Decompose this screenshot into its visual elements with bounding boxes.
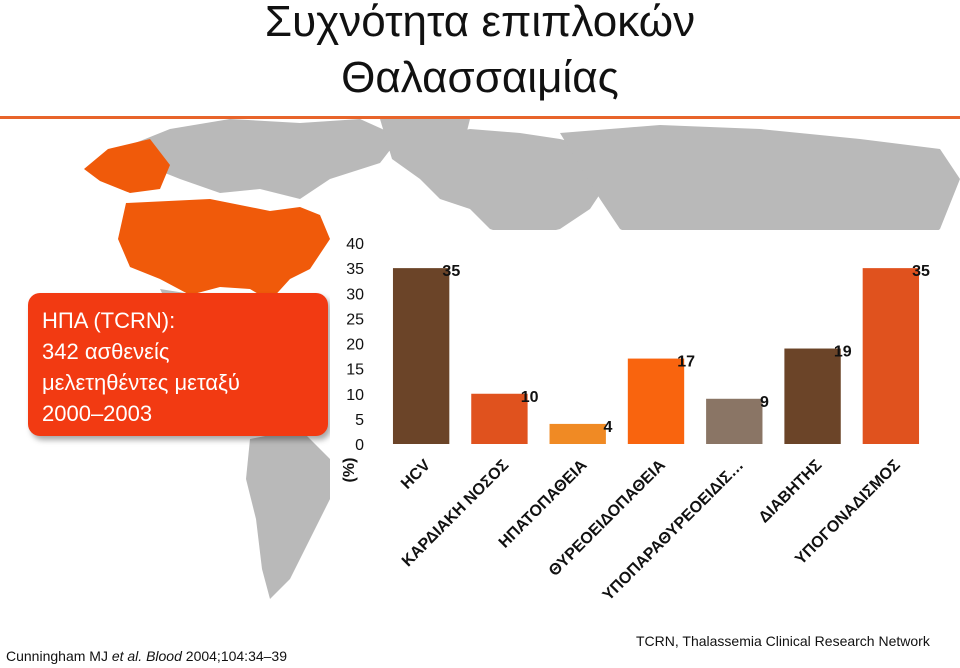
data-label: 35 xyxy=(912,263,930,280)
europe-shape xyxy=(420,129,610,239)
callout-line-4: 2000–2003 xyxy=(42,401,153,426)
callout-line-1: ΗΠΑ (TCRN): xyxy=(42,308,176,333)
data-label: 19 xyxy=(834,344,852,361)
y-tick-label: 20 xyxy=(346,337,364,354)
bar-5 xyxy=(706,398,763,444)
y-tick-label: 40 xyxy=(346,236,364,253)
bar-1 xyxy=(392,268,450,444)
y-axis-label: (%) xyxy=(341,458,358,483)
callout-line-2: 342 ασθενείς xyxy=(42,339,170,364)
bar-6 xyxy=(784,348,841,444)
y-tick-label: 30 xyxy=(346,286,364,303)
alaska-shape xyxy=(84,139,170,193)
source-note: TCRN, Thalassemia Clinical Research Netw… xyxy=(636,633,930,649)
data-label: 10 xyxy=(521,389,539,406)
bar-3 xyxy=(549,423,606,444)
bar-2 xyxy=(471,393,528,444)
data-label: 17 xyxy=(677,354,695,371)
usa-study-callout: ΗΠΑ (TCRN): 342 ασθενείς μελετηθέντες με… xyxy=(28,293,328,436)
south-america-shape xyxy=(246,429,330,599)
category-label: ΔΙΑΒΗΤΗΣ xyxy=(756,457,826,527)
y-tick-label: 5 xyxy=(355,412,364,429)
y-tick-label: 35 xyxy=(346,261,364,278)
citation-volume: 2004;104:34–39 xyxy=(181,648,287,664)
citation-journal: et al. Blood xyxy=(111,648,182,664)
citation: Cunningham MJ et al. Blood 2004;104:34–3… xyxy=(6,648,287,664)
title-line-1: Συχνότητα επιπλοκών xyxy=(264,0,696,46)
callout-line-3: μελετηθέντες μεταξύ xyxy=(42,370,240,395)
data-label: 9 xyxy=(760,394,769,411)
citation-author: Cunningham MJ xyxy=(6,648,112,664)
data-label: 4 xyxy=(603,419,612,436)
data-label: 35 xyxy=(442,263,460,280)
y-tick-label: 15 xyxy=(346,362,364,379)
complications-bar-chart: 0 5 10 15 20 25 30 35 40 (%) 35 HCV 10 ΚΑΡΔΙΑΚΗ ΝΟΣΟΣ… xyxy=(330,230,950,624)
accent-divider xyxy=(0,116,960,119)
y-tick-label: 10 xyxy=(346,387,364,404)
category-label: HCV xyxy=(398,457,434,493)
bar-7 xyxy=(862,268,920,444)
y-tick-label: 0 xyxy=(355,437,364,454)
bar-4 xyxy=(627,358,685,444)
usa-shape xyxy=(118,199,330,301)
title-line-2: Θαλασσαιμίας xyxy=(341,53,619,102)
y-tick-label: 25 xyxy=(346,311,364,328)
category-label: ΥΠΟΠΑΡΑΘΥΡΕΟΕΙΔΙΣ… xyxy=(600,457,747,604)
canada-shape xyxy=(120,119,400,199)
